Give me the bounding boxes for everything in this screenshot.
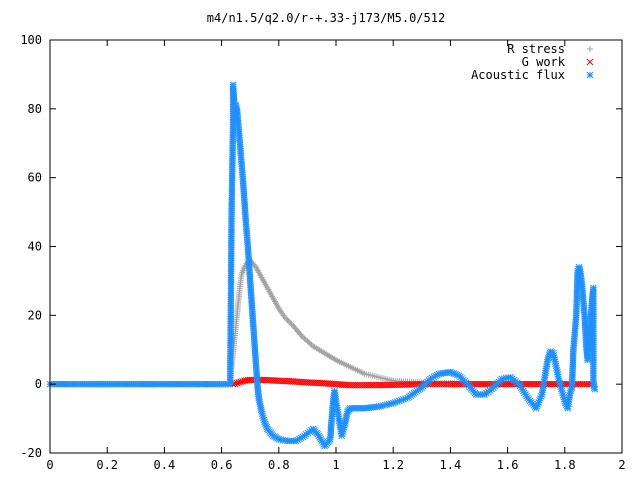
data-point xyxy=(308,342,315,349)
data-point xyxy=(302,336,309,343)
data-point xyxy=(304,338,311,345)
data-point xyxy=(288,321,295,328)
data-point xyxy=(298,332,305,339)
x-tick-label: 0.6 xyxy=(211,458,233,472)
y-tick-label: -20 xyxy=(20,446,42,460)
data-point xyxy=(282,315,289,322)
data-point xyxy=(281,314,288,321)
x-tick-label: 1.8 xyxy=(554,458,576,472)
y-tick-label: 80 xyxy=(28,102,42,116)
series-r-stress xyxy=(47,257,597,388)
legend-marker xyxy=(586,71,594,79)
x-tick-label: 1.2 xyxy=(382,458,404,472)
data-point xyxy=(251,262,258,269)
data-point xyxy=(237,378,245,386)
data-point xyxy=(233,379,241,387)
data-point xyxy=(235,379,243,386)
data-point xyxy=(300,334,307,341)
data-point xyxy=(297,331,304,338)
legend-label: Acoustic flux xyxy=(471,68,565,82)
data-point xyxy=(591,385,599,393)
x-tick-label: 1.4 xyxy=(440,458,462,472)
legend-marker xyxy=(586,58,594,66)
y-tick-label: 60 xyxy=(28,171,42,185)
x-tick-label: 0 xyxy=(46,458,53,472)
x-tick-label: 0.4 xyxy=(154,458,176,472)
axes: 0 0.2 0.4 0.6 0.8 1 1.2 1.4 1.6 1.8 2 -20 0 20 40 60 80 1… xyxy=(20,33,625,472)
legend-marker xyxy=(587,46,593,52)
data-point xyxy=(305,339,312,346)
data-point xyxy=(285,318,292,325)
plot-area xyxy=(46,81,599,450)
data-point xyxy=(301,335,308,342)
series-acoustic-flux xyxy=(46,81,599,450)
legend-label: G work xyxy=(522,55,566,69)
data-point xyxy=(287,319,294,326)
chart-title: m4/n1.5/q2.0/r-+.33-j173/M5.0/512 xyxy=(207,11,445,25)
x-tick-label: 0.8 xyxy=(268,458,290,472)
data-point xyxy=(284,316,291,323)
x-tick-label: 2 xyxy=(618,458,625,472)
y-tick-label: 0 xyxy=(35,377,42,391)
y-tick-label: 100 xyxy=(20,33,42,47)
x-tick-label: 0.2 xyxy=(96,458,118,472)
x-tick-label: 1 xyxy=(332,458,339,472)
data-point xyxy=(307,340,314,347)
y-tick-label: 20 xyxy=(28,308,42,322)
x-tick-label: 1.6 xyxy=(497,458,519,472)
legend-label: R stress xyxy=(507,42,565,56)
y-tick-label: 40 xyxy=(28,240,42,254)
